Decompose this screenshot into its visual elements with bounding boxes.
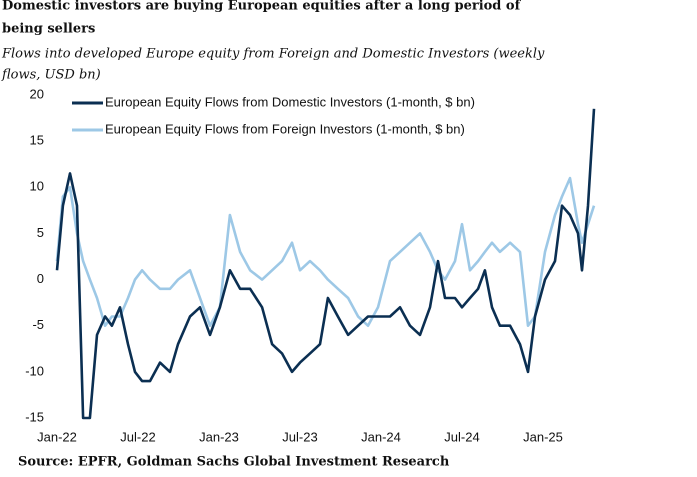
x-tick-label: Jan-23: [199, 429, 239, 444]
y-tick-label: 0: [37, 271, 44, 286]
x-tick-label: Jan-25: [523, 429, 563, 444]
series-line: [55, 176, 596, 327]
series-line: [55, 108, 596, 420]
chart-title: Domestic investors are buying European e…: [2, 0, 522, 14]
y-tick-label: -5: [32, 317, 44, 332]
x-tick-label: Jul-24: [444, 429, 479, 444]
x-tick-label: Jul-22: [120, 429, 155, 444]
chart-subtitle: Flows into developed Europe equity from …: [1, 47, 545, 62]
x-tick-label: Jan-24: [361, 429, 401, 444]
x-tick-label: Jul-23: [282, 429, 317, 444]
y-tick-label: -15: [25, 409, 44, 424]
y-tick-label: 15: [30, 133, 44, 148]
chart-title: being sellers: [2, 22, 95, 37]
y-tick-label: -10: [25, 363, 44, 378]
chart-subtitle: flows, USD bn): [1, 68, 101, 83]
y-tick-label: 5: [37, 225, 44, 240]
y-tick-label: 20: [30, 86, 44, 101]
legend-label: European Equity Flows from Domestic Inve…: [105, 94, 475, 109]
y-tick-label: 10: [30, 179, 44, 194]
x-tick-label: Jan-22: [37, 429, 77, 444]
legend-label: European Equity Flows from Foreign Inves…: [105, 121, 465, 136]
source-note: Source: EPFR, Goldman Sachs Global Inves…: [18, 455, 450, 470]
